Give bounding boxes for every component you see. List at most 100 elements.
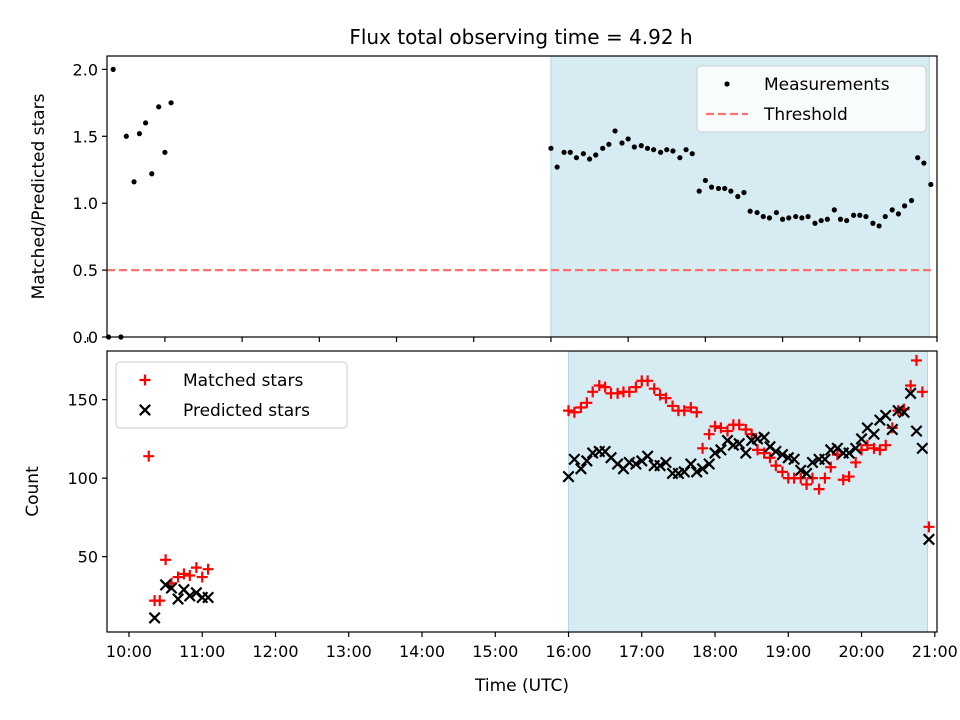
bottom-predicted-stars-point <box>568 453 581 466</box>
bottom-xtick-label: 10:00 <box>106 642 152 661</box>
bottom-xlabel: Time (UTC) <box>474 676 569 696</box>
bottom-predicted-stars-point <box>910 425 923 438</box>
bottom-predicted-stars-point <box>709 447 722 460</box>
top-measurements-point <box>548 145 554 151</box>
bottom-matched-stars-point <box>733 419 745 431</box>
top-measurements-point <box>928 181 934 188</box>
bottom-predicted-stars-point <box>788 453 801 466</box>
top-measurements-point <box>156 104 162 110</box>
bottom-matched-stars-point <box>740 423 752 435</box>
top-measurements-point <box>812 220 818 226</box>
bottom-matched-stars-point <box>685 402 697 414</box>
bottom-predicted-stars-point <box>916 442 929 455</box>
bottom-legend-box <box>115 361 348 429</box>
top-measurements-point <box>162 149 168 155</box>
bottom-predicted-stars-point <box>898 406 911 419</box>
bottom-matched-stars-point <box>880 439 892 451</box>
bottom-predicted-stars-point <box>159 578 172 591</box>
bottom-matched-stars-point <box>843 471 855 483</box>
bottom-matched-stars-point <box>202 563 214 575</box>
bottom-matched-stars-point <box>752 444 764 456</box>
bottom-matched-stars-point <box>587 386 599 398</box>
top-measurements-point <box>876 223 882 229</box>
bottom-ylabel: Count <box>23 466 43 517</box>
top-measurements-point <box>689 151 695 157</box>
top-measurements-point <box>889 207 895 213</box>
bottom-matched-stars-point <box>806 472 818 484</box>
bottom-xtick-label: 20:00 <box>838 642 884 661</box>
bottom-predicted-stars-point <box>202 591 215 604</box>
bottom-predicted-stars-point <box>714 443 727 456</box>
top-measurements-point <box>908 197 915 204</box>
top-measurements-point <box>779 216 786 222</box>
top-measurements-point <box>895 211 901 217</box>
top-measurements-point <box>696 188 702 194</box>
legend-threshold-label: Threshold <box>763 105 848 125</box>
top-measurements-point <box>735 193 741 200</box>
top-measurements-point <box>651 147 657 153</box>
bottom-predicted-stars-point <box>794 464 807 477</box>
top-measurements-point <box>683 147 689 153</box>
bottom-predicted-stars-point <box>580 454 593 467</box>
bottom-matched-stars-point <box>721 425 733 437</box>
top-measurements-point <box>136 131 143 137</box>
top-measurements-point <box>123 133 129 139</box>
bottom-matched-stars-point <box>813 483 825 495</box>
bottom-ytick-label: 150 <box>67 391 98 410</box>
bottom-matched-stars-point <box>678 405 690 417</box>
legend-predicted-marker <box>139 404 151 416</box>
top-measurements-point <box>677 155 683 161</box>
bottom-matched-stars-point <box>178 568 190 580</box>
top-ytick-label: 2.0 <box>73 60 98 79</box>
top-measurements-point <box>837 216 844 222</box>
top-measurements-point <box>593 152 599 158</box>
bottom-matched-stars-point <box>654 389 666 401</box>
top-measurements-point <box>863 213 869 220</box>
bottom-matched-stars-point <box>874 444 886 456</box>
bottom-matched-stars-point <box>581 397 593 409</box>
bottom-xtick-label: 21:00 <box>912 642 958 661</box>
bottom-predicted-stars-point <box>172 593 185 606</box>
top-measurements-point <box>773 209 780 216</box>
bottom-xtick-label: 18:00 <box>692 642 738 661</box>
bottom-predicted-stars-point <box>659 456 672 469</box>
bottom-xtick-label: 16:00 <box>545 642 591 661</box>
bottom-matched-stars-point <box>660 392 672 404</box>
bottom-matched-stars-point <box>612 387 624 399</box>
bottom-matched-stars-point <box>593 380 605 392</box>
top-measurements-point <box>567 149 573 155</box>
bottom-predicted-stars-point <box>769 445 782 458</box>
bottom-predicted-stars-point <box>641 450 654 463</box>
top-axes-frame <box>106 55 938 338</box>
bottom-matched-stars-point <box>905 380 917 392</box>
top-measurements-point <box>143 120 149 126</box>
bottom-predicted-stars-point <box>690 465 703 478</box>
top-measurements-point <box>754 209 760 216</box>
top-measurements-point <box>805 213 811 220</box>
bottom-predicted-stars-point <box>904 387 917 400</box>
top-measurements-point <box>715 185 722 192</box>
top-measurements-point <box>901 203 908 209</box>
bottom-xtick-label: 13:00 <box>326 642 372 661</box>
top-measurements-point <box>708 184 715 190</box>
top-measurements-point <box>870 220 876 226</box>
top-measurements-point <box>625 136 631 142</box>
top-measurements-point <box>766 215 773 221</box>
top-ytick-label: 1.0 <box>73 194 98 213</box>
bottom-matched-stars-point <box>819 472 831 484</box>
top-measurements-point <box>882 213 888 220</box>
top-measurements-point <box>580 151 586 157</box>
legend-matched-marker <box>139 374 151 386</box>
bottom-matched-stars-point <box>703 428 715 440</box>
top-panel-ratio: 0.0 0.5 1.0 1.5 2.0 Matched/Predicted stars Me… <box>29 55 938 347</box>
bottom-xtick-label: 17:00 <box>619 642 665 661</box>
top-measurements-point <box>644 145 651 151</box>
top-measurements-point <box>606 141 612 147</box>
bottom-xtick-label: 11:00 <box>179 642 225 661</box>
bottom-predicted-stars-point <box>758 431 771 444</box>
bottom-predicted-stars-point <box>800 467 813 480</box>
bottom-predicted-stars-point <box>855 432 868 445</box>
top-measurements-point <box>851 212 857 218</box>
top-ylabel: Matched/Predicted stars <box>29 93 49 299</box>
